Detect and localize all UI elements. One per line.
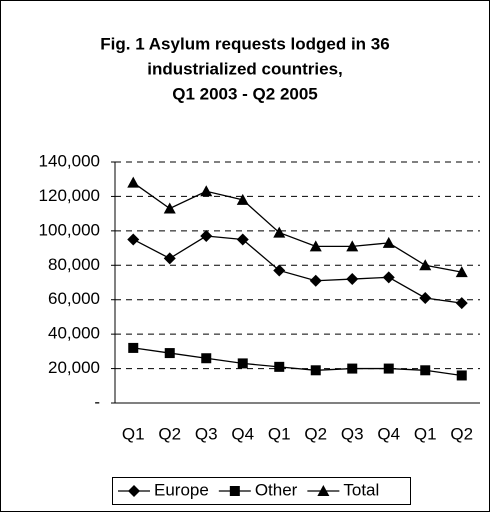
x-tick-label: Q1 xyxy=(414,424,437,443)
title-line: Fig. 1 Asylum requests lodged in 36 xyxy=(100,34,389,53)
marker xyxy=(163,202,176,214)
marker xyxy=(274,361,285,372)
marker xyxy=(419,291,432,304)
title-line: industrialized countries, xyxy=(147,59,343,78)
marker xyxy=(237,358,248,369)
y-tick-label: 140,000 xyxy=(39,151,100,170)
x-tick-label: Q2 xyxy=(304,424,327,443)
marker xyxy=(236,193,249,205)
x-tick-label: Q3 xyxy=(341,424,364,443)
y-tick-label: 40,000 xyxy=(48,324,100,343)
marker xyxy=(456,370,467,381)
series-line xyxy=(132,235,462,304)
marker xyxy=(273,264,286,277)
legend-label: Total xyxy=(343,480,379,499)
x-tick-label: Q2 xyxy=(450,424,473,443)
y-tick-label: 120,000 xyxy=(39,186,100,205)
marker xyxy=(164,348,175,359)
marker xyxy=(127,233,140,246)
y-tick-label: - xyxy=(94,392,100,411)
x-tick-label: Q2 xyxy=(158,424,181,443)
title-line: Q1 2003 - Q2 2005 xyxy=(172,84,318,103)
y-tick-label: 20,000 xyxy=(48,358,100,377)
y-tick-label: 80,000 xyxy=(48,255,100,274)
marker xyxy=(236,233,249,246)
x-tick-label: Q1 xyxy=(268,424,291,443)
marker xyxy=(383,363,394,374)
x-tick-label: Q1 xyxy=(122,424,145,443)
marker xyxy=(309,274,322,287)
x-tick-label: Q3 xyxy=(195,424,218,443)
marker xyxy=(200,230,213,243)
marker xyxy=(273,226,286,238)
y-tick-label: 60,000 xyxy=(48,289,100,308)
marker xyxy=(309,240,322,252)
marker xyxy=(455,297,468,310)
marker xyxy=(382,236,395,248)
marker xyxy=(127,176,140,188)
marker xyxy=(317,485,330,496)
marker xyxy=(128,485,140,497)
marker xyxy=(229,486,240,496)
marker xyxy=(310,365,321,376)
marker xyxy=(163,252,176,265)
marker xyxy=(201,353,212,364)
x-tick-label: Q4 xyxy=(231,424,254,443)
marker xyxy=(200,185,213,197)
marker xyxy=(455,266,468,278)
legend-box xyxy=(112,477,411,505)
marker xyxy=(346,273,359,286)
marker xyxy=(419,259,432,271)
series-line xyxy=(133,347,462,377)
marker xyxy=(128,342,139,353)
x-tick-label: Q4 xyxy=(377,424,400,443)
marker xyxy=(346,240,359,252)
chart-title: Fig. 1 Asylum requests lodged in 36 indus… xyxy=(100,34,389,103)
marker xyxy=(420,365,431,376)
y-tick-label: 100,000 xyxy=(39,220,100,239)
legend-label: Other xyxy=(255,480,298,499)
legend-label: Europe xyxy=(154,480,209,499)
marker xyxy=(347,363,358,374)
series-line xyxy=(132,182,462,273)
marker xyxy=(382,271,395,284)
